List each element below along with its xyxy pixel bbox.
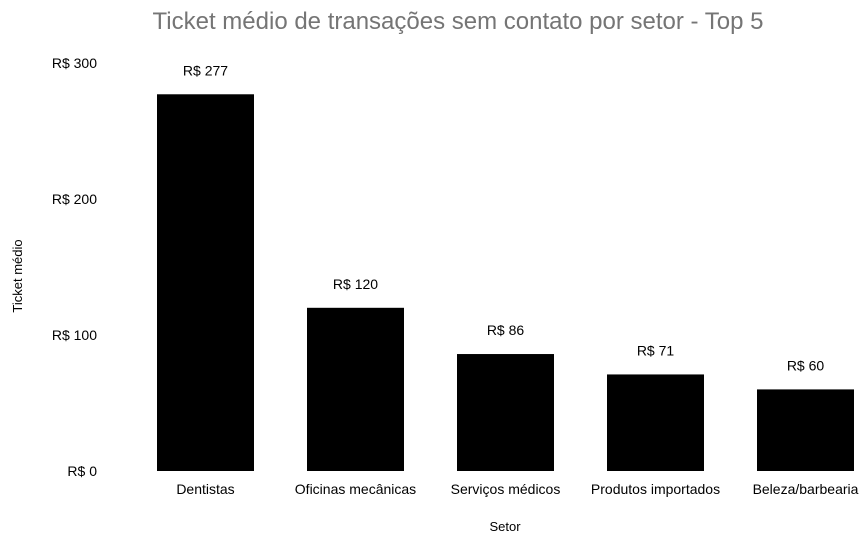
y-tick-label: R$ 100: [52, 327, 97, 343]
category-labels-group: Dentistas Oficinas mecânicas Serviços médi…: [176, 481, 858, 497]
bar-value-label: R$ 71: [637, 342, 675, 358]
bar-value-label: R$ 277: [183, 62, 228, 78]
bar: [157, 94, 254, 471]
chart-title: Ticket médio de transações sem contato p…: [153, 8, 764, 35]
bar-value-label: R$ 120: [333, 276, 378, 292]
bar-value-label: R$ 86: [487, 322, 525, 338]
bars-group: [157, 94, 854, 471]
bar: [757, 389, 854, 471]
x-category-label: Dentistas: [176, 481, 234, 497]
bar: [457, 354, 554, 471]
data-labels-group: R$ 277 R$ 120 R$ 86 R$ 71 R$ 60: [183, 62, 824, 373]
x-category-label: Produtos importados: [591, 481, 720, 497]
bar: [607, 374, 704, 471]
x-category-label: Oficinas mecânicas: [295, 481, 416, 497]
y-axis-title: Ticket médio: [10, 239, 25, 312]
x-axis-title: Setor: [489, 519, 521, 534]
y-axis-ticks: R$ 0 R$ 100 R$ 200 R$ 300: [52, 55, 97, 479]
bar-value-label: R$ 60: [787, 357, 825, 373]
x-category-label: Beleza/barbearia: [753, 481, 859, 497]
x-category-label: Serviços médicos: [451, 481, 561, 497]
bar: [307, 307, 404, 471]
y-tick-label: R$ 300: [52, 55, 97, 71]
y-tick-label: R$ 0: [67, 463, 97, 479]
y-tick-label: R$ 200: [52, 191, 97, 207]
